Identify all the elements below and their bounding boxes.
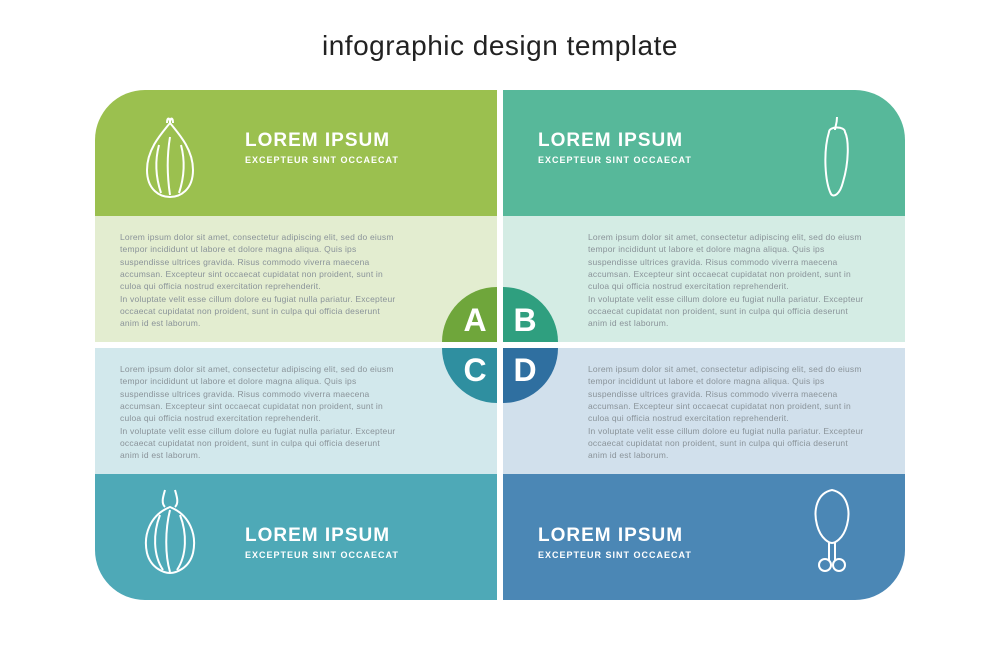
panel-b-heading: LOREM IPSUM EXCEPTEUR SINT OCCAECAT (538, 130, 692, 165)
drumstick-icon (805, 485, 860, 580)
panel-a: LOREM IPSUM EXCEPTEUR SINT OCCAECAT Lore… (95, 90, 497, 342)
panel-c-title: LOREM IPSUM (245, 525, 399, 547)
panel-b-title: LOREM IPSUM (538, 130, 692, 152)
panel-c-colored: LOREM IPSUM EXCEPTEUR SINT OCCAECAT (95, 474, 497, 600)
panel-d-light: Lorem ipsum dolor sit amet, consectetur … (503, 348, 905, 474)
infographic-grid: LOREM IPSUM EXCEPTEUR SINT OCCAECAT Lore… (95, 90, 905, 600)
garlic-icon (135, 115, 205, 205)
panel-d-sub: EXCEPTEUR SINT OCCAECAT (538, 550, 692, 560)
panel-d-body: Lorem ipsum dolor sit amet, consectetur … (588, 363, 875, 462)
panel-b-letter: B (513, 302, 536, 339)
panel-b-body: Lorem ipsum dolor sit amet, consectetur … (588, 231, 875, 330)
panel-a-sub: EXCEPTEUR SINT OCCAECAT (245, 155, 399, 165)
panel-a-light: Lorem ipsum dolor sit amet, consectetur … (95, 216, 497, 342)
panel-b-colored: LOREM IPSUM EXCEPTEUR SINT OCCAECAT (503, 90, 905, 216)
panel-c: Lorem ipsum dolor sit amet, consectetur … (95, 348, 497, 600)
panel-a-colored: LOREM IPSUM EXCEPTEUR SINT OCCAECAT (95, 90, 497, 216)
panel-d-title: LOREM IPSUM (538, 525, 692, 547)
panel-c-body: Lorem ipsum dolor sit amet, consectetur … (120, 363, 407, 462)
panel-b-light: Lorem ipsum dolor sit amet, consectetur … (503, 216, 905, 342)
panel-b-sub: EXCEPTEUR SINT OCCAECAT (538, 155, 692, 165)
panel-d-heading: LOREM IPSUM EXCEPTEUR SINT OCCAECAT (538, 525, 692, 560)
panel-c-heading: LOREM IPSUM EXCEPTEUR SINT OCCAECAT (245, 525, 399, 560)
panel-a-title: LOREM IPSUM (245, 130, 399, 152)
panel-d-letter: D (513, 352, 536, 389)
panel-b: LOREM IPSUM EXCEPTEUR SINT OCCAECAT Lore… (503, 90, 905, 342)
panel-d: Lorem ipsum dolor sit amet, consectetur … (503, 348, 905, 600)
onion-icon (135, 485, 205, 580)
panel-a-heading: LOREM IPSUM EXCEPTEUR SINT OCCAECAT (245, 130, 399, 165)
pepper-icon (815, 112, 860, 207)
panel-c-light: Lorem ipsum dolor sit amet, consectetur … (95, 348, 497, 474)
panel-c-sub: EXCEPTEUR SINT OCCAECAT (245, 550, 399, 560)
panel-a-letter: A (463, 302, 486, 339)
page-title: infographic design template (0, 30, 1000, 62)
panel-d-colored: LOREM IPSUM EXCEPTEUR SINT OCCAECAT (503, 474, 905, 600)
panel-a-body: Lorem ipsum dolor sit amet, consectetur … (120, 231, 407, 330)
panel-c-letter: C (463, 352, 486, 389)
